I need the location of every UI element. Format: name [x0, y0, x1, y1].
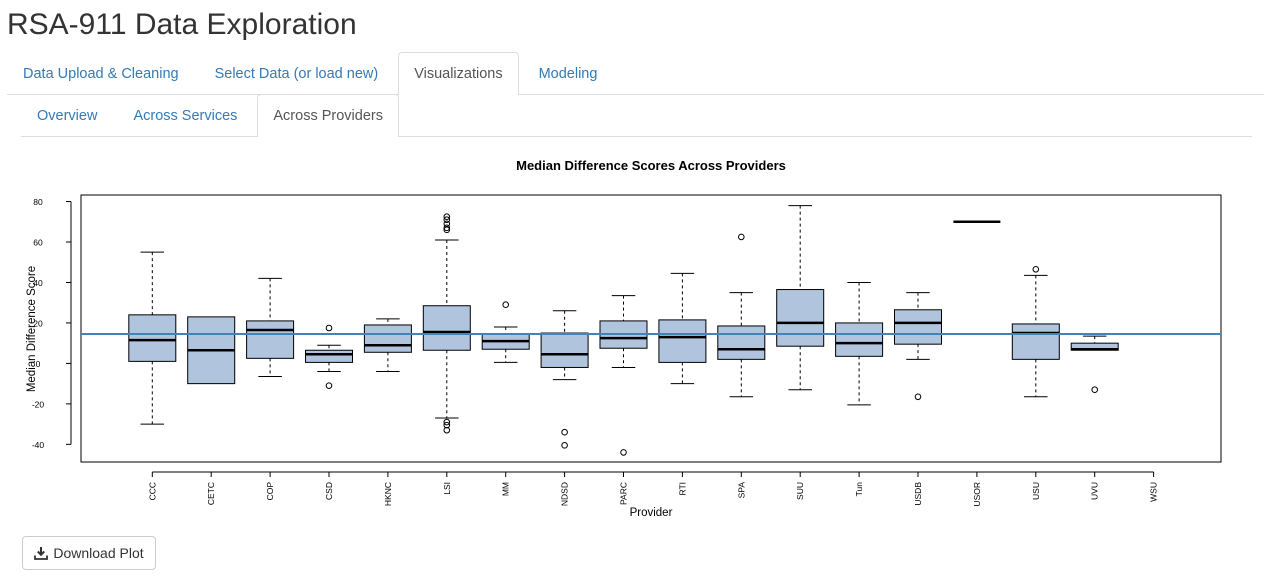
download-plot-label: Download Plot: [53, 545, 144, 561]
x-tick-label: UVU: [1090, 482, 1100, 500]
box-lsi-iqr: [422, 305, 471, 351]
x-tick-label: USOR: [972, 482, 982, 507]
x-tick-label: COP: [265, 482, 275, 501]
box-ndsd-outlier: [561, 428, 568, 436]
boxplot-chart: Median Difference Scores Across Provider…: [26, 158, 1222, 519]
chart-title: Median Difference Scores Across Provider…: [516, 158, 786, 173]
app-title: RSA-911 Data Exploration: [7, 8, 357, 41]
box-ccc-iqr: [128, 314, 177, 362]
y-tick-label: 20: [33, 318, 43, 328]
box-uvu-outlier: [1091, 386, 1098, 394]
y-axis-label: Median Difference Score: [26, 266, 38, 392]
x-tick-label: PARC: [619, 482, 629, 505]
x-tick-label: USDB: [913, 482, 923, 506]
box-lsi-outlier: [443, 224, 451, 232]
y-tick-label: 40: [33, 278, 43, 288]
box-usu-outlier: [1032, 266, 1040, 273]
box-hknc-iqr: [363, 324, 412, 353]
box-ndsd-outlier: [561, 442, 568, 449]
box-mm-outlier: [502, 301, 510, 309]
y-tick-label: 0: [36, 359, 41, 369]
download-icon: [34, 546, 49, 560]
box-lsi-outlier: [443, 418, 451, 426]
x-tick-label: WSU: [1149, 482, 1159, 502]
box-lsi-outlier: [443, 216, 451, 224]
x-tick-label: LSI: [442, 482, 452, 495]
box-ndsd-iqr: [540, 332, 589, 368]
tab-visualizations[interactable]: Visualizations: [398, 52, 519, 95]
box-spa-iqr: [717, 325, 766, 360]
box-lsi-outlier: [443, 220, 451, 228]
x-tick-label: HKNC: [383, 482, 393, 506]
box-usdb-iqr: [894, 309, 942, 345]
download-plot-button[interactable]: Download Plot: [22, 536, 156, 570]
x-axis-label: Provider: [630, 507, 673, 519]
tab-data-upload-cleaning[interactable]: Data Upload & Cleaning: [23, 66, 179, 82]
tab-across-services[interactable]: Across Services: [133, 108, 238, 124]
y-tick-label: 60: [33, 237, 43, 247]
box-usdb-outlier: [914, 393, 922, 401]
box-suu-iqr: [776, 289, 825, 347]
box-spa-outlier: [738, 233, 745, 241]
tab-overview[interactable]: Overview: [37, 108, 98, 124]
box-cop-iqr: [246, 320, 295, 359]
box-lsi-outlier: [443, 426, 451, 434]
box-tun-iqr: [835, 322, 884, 357]
x-tick-label: SUU: [795, 482, 805, 500]
x-tick-label: MM: [501, 482, 511, 496]
box-lsi-outlier: [443, 421, 451, 429]
box-csd-outlier: [325, 324, 333, 332]
visualization-subtabs: Overview Across Services Across Provider…: [21, 94, 1252, 137]
tab-select-data[interactable]: Select Data (or load new): [214, 66, 379, 82]
main-tabs: Data Upload & Cleaning Select Data (or l…: [7, 52, 1264, 95]
x-tick-label: SPA: [736, 482, 746, 499]
y-tick-label: 80: [33, 197, 43, 207]
x-tick-label: CETC: [206, 482, 216, 505]
box-csd-outlier: [325, 382, 333, 389]
x-tick-label: Tun: [854, 482, 864, 497]
x-tick-label: NDSD: [560, 482, 570, 506]
x-tick-label: CSD: [324, 482, 334, 500]
tab-across-providers[interactable]: Across Providers: [257, 94, 399, 137]
plot-layer: -40 -20 0 20 40 60 80 CCC CETC COP CSD HKNC LSI MM NDS…: [32, 197, 1221, 507]
x-tick-label: USU: [1031, 482, 1041, 500]
x-tick-label: CCC: [147, 482, 157, 500]
box-usu-iqr: [1011, 323, 1060, 360]
box-rti-iqr: [658, 319, 707, 363]
box-parc-outlier: [620, 449, 627, 456]
box-lsi-outlier: [443, 213, 451, 220]
box-csd-iqr: [305, 349, 353, 363]
tab-modeling[interactable]: Modeling: [538, 66, 598, 82]
x-tick-label: RTI: [677, 482, 687, 496]
y-tick-label: -20: [32, 399, 45, 409]
plot-frame: [80, 194, 1222, 463]
y-tick-label: -40: [32, 440, 45, 450]
